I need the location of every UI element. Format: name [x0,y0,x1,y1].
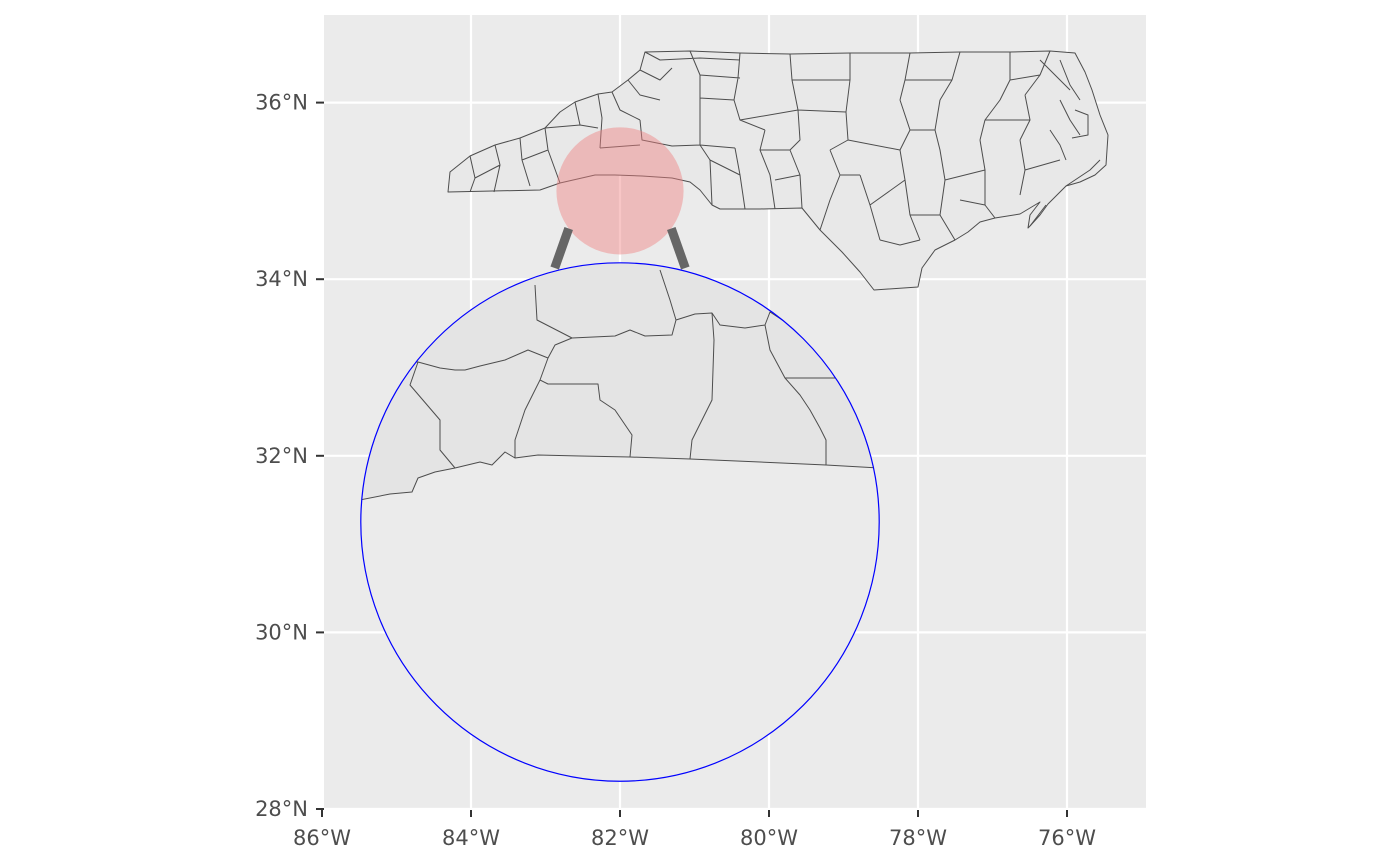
y-tick-label: 36°N [255,91,308,115]
county-lines [469,50,1081,246]
inset-county-lines [405,269,841,469]
inset-zoomed-counties [360,262,880,506]
x-tick-label: 78°W [889,826,947,850]
y-tick-label: 34°N [255,267,308,291]
axes: 86°W 84°W 82°W 80°W 78°W 76°W 28°N 30°N 32°N 34°N… [255,91,1096,850]
inset-state-area [360,262,880,506]
y-tick-label: 30°N [255,620,308,644]
nc-state-outline [447,50,1109,291]
y-tick-label: 32°N [255,444,308,468]
x-tick-label: 84°W [442,826,500,850]
x-tick-label: 82°W [591,826,649,850]
county-lines-coastal [1029,59,1101,227]
nc-counties-map [447,50,1109,291]
x-tick-label: 80°W [740,826,798,850]
x-tick-label: 76°W [1038,826,1096,850]
y-tick-label: 28°N [255,797,308,821]
x-tick-label: 86°W [293,826,351,850]
inset-border-circle [360,262,880,782]
inset-source-circle [556,127,684,255]
